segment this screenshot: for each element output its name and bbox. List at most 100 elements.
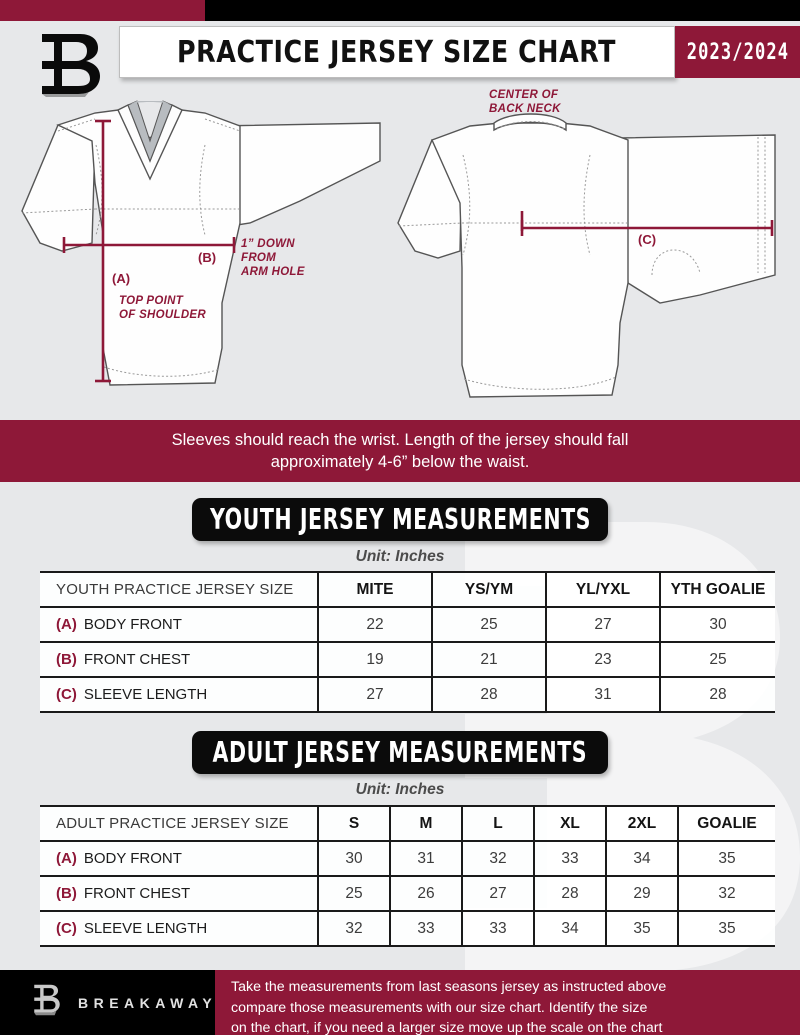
- youth-row-0-text: BODY FRONT: [83, 616, 182, 633]
- label-a-tag: (A): [112, 271, 130, 286]
- adult-row-0-cell-1: 31: [389, 840, 462, 877]
- youth-row-2-cell-0: 27: [317, 676, 432, 713]
- season-plate: 2023/2024: [675, 26, 800, 78]
- label-b-note-3: ARM HOLE: [240, 266, 305, 278]
- back-jersey-drawing: (C) CENTER OF BACK NECK: [397, 89, 776, 398]
- page-header: PRACTICE JERSEY SIZE CHART 2023/2024: [0, 21, 800, 97]
- adult-row-0-text: BODY FRONT: [83, 850, 182, 867]
- footer-brand-name: BREAKAWAY: [78, 994, 218, 1011]
- adult-row-1-label: (B) FRONT CHEST: [40, 875, 318, 912]
- youth-row-2-label: (C) SLEEVE LENGTH: [40, 676, 318, 713]
- footer-line-2: compare those measurements with our size…: [231, 999, 648, 1016]
- youth-row-1-label: (B) FRONT CHEST: [40, 641, 318, 678]
- adult-row-2-text: SLEEVE LENGTH: [83, 920, 208, 937]
- adult-row-0-cell-4: 34: [605, 840, 678, 877]
- top-strip-maroon: [0, 0, 205, 21]
- youth-row-label-header: YOUTH PRACTICE JERSEY SIZE: [40, 571, 318, 608]
- youth-row-0-label: (A) BODY FRONT: [40, 606, 318, 643]
- page-footer: BREAKAWAY Take the measurements from las…: [0, 970, 800, 1035]
- youth-row-2-text: SLEEVE LENGTH: [83, 686, 208, 703]
- adult-row-0-cell-0: 30: [317, 840, 390, 877]
- jersey-illustration: .body { fill:#fefefe; stroke:#555; strok…: [0, 83, 800, 418]
- adult-row-label-header: ADULT PRACTICE JERSEY SIZE: [40, 805, 318, 842]
- season-label: 2023/2024: [686, 39, 789, 65]
- adult-section-banner: ADULT JERSEY MEASUREMENTS: [192, 731, 608, 774]
- youth-row-0-cell-0: 22: [317, 606, 432, 643]
- back-neck-note-1: CENTER OF: [489, 89, 559, 101]
- footer-line-3: on the chart, if you need a larger size …: [231, 1020, 663, 1035]
- adult-col-header-4: 2XL: [605, 805, 678, 842]
- adult-row-0-cell-2: 32: [461, 840, 534, 877]
- youth-row-0-cell-1: 25: [431, 606, 546, 643]
- adult-row-2-cell-3: 34: [533, 910, 606, 947]
- table-row: (B) FRONT CHEST 25 26 27 28 29 32: [40, 875, 775, 912]
- adult-row-1-cell-1: 26: [389, 875, 462, 912]
- youth-row-1-cell-1: 21: [431, 641, 546, 678]
- adult-size-table: ADULT PRACTICE JERSEY SIZE S M L XL 2XL …: [40, 805, 775, 947]
- youth-size-table: YOUTH PRACTICE JERSEY SIZE MITE YS/YM YL…: [40, 571, 775, 713]
- youth-banner-label: YOUTH JERSEY MEASUREMENTS: [209, 503, 591, 536]
- adult-row-1-cell-3: 28: [533, 875, 606, 912]
- fit-note-line-1: Sleeves should reach the wrist. Length o…: [171, 430, 629, 449]
- label-a-note-2: OF SHOULDER: [119, 309, 206, 321]
- label-b-tag: (B): [198, 250, 216, 265]
- adult-row-0-cell-5: 35: [677, 840, 775, 877]
- adult-row-2-cell-4: 35: [605, 910, 678, 947]
- fit-note-line-2: approximately 4-6” below the waist.: [270, 453, 530, 471]
- adult-col-header-1: M: [389, 805, 462, 842]
- title-plate: PRACTICE JERSEY SIZE CHART: [119, 26, 675, 78]
- youth-row-2-cell-3: 28: [659, 676, 775, 713]
- youth-table-wrap: YOUTH PRACTICE JERSEY SIZE MITE YS/YM YL…: [40, 571, 775, 713]
- adult-col-header-0: S: [317, 805, 390, 842]
- label-b-note-2: FROM: [241, 252, 276, 264]
- label-c-tag: (C): [638, 232, 656, 247]
- adult-row-2-tag: (C): [56, 920, 77, 937]
- adult-col-header-2: L: [461, 805, 534, 842]
- top-strip-black: [205, 0, 800, 21]
- adult-row-1-text: FRONT CHEST: [83, 885, 191, 902]
- youth-row-1-cell-0: 19: [317, 641, 432, 678]
- back-neck-note-2: BACK NECK: [489, 103, 561, 115]
- footer-brand-block: BREAKAWAY: [0, 970, 215, 1035]
- table-row: (A) BODY FRONT 30 31 32 33 34 35: [40, 840, 775, 877]
- youth-section-banner: YOUTH JERSEY MEASUREMENTS: [192, 498, 608, 541]
- adult-row-1-cell-0: 25: [317, 875, 390, 912]
- adult-row-1-cell-4: 29: [605, 875, 678, 912]
- adult-row-0-cell-3: 33: [533, 840, 606, 877]
- adult-banner-label: ADULT JERSEY MEASUREMENTS: [212, 736, 588, 769]
- adult-table-header-row: ADULT PRACTICE JERSEY SIZE S M L XL 2XL …: [40, 805, 775, 842]
- adult-table-wrap: ADULT PRACTICE JERSEY SIZE S M L XL 2XL …: [40, 805, 775, 947]
- youth-row-1-cell-2: 23: [545, 641, 660, 678]
- fit-note-band: Sleeves should reach the wrist. Length o…: [0, 420, 800, 482]
- adult-row-2-label: (C) SLEEVE LENGTH: [40, 910, 318, 947]
- adult-row-2-cell-2: 33: [461, 910, 534, 947]
- adult-row-0-label: (A) BODY FRONT: [40, 840, 318, 877]
- table-row: (A) BODY FRONT 22 25 27 30: [40, 606, 775, 643]
- adult-unit-label: Unit: Inches: [355, 781, 445, 798]
- youth-table-header-row: YOUTH PRACTICE JERSEY SIZE MITE YS/YM YL…: [40, 571, 775, 608]
- table-row: (C) SLEEVE LENGTH 27 28 31 28: [40, 676, 775, 713]
- adult-row-1-tag: (B): [56, 885, 77, 902]
- youth-row-1-tag: (B): [56, 651, 77, 668]
- page-title: PRACTICE JERSEY SIZE CHART: [177, 34, 617, 70]
- adult-col-header-5: GOALIE: [677, 805, 775, 842]
- youth-row-2-cell-2: 31: [545, 676, 660, 713]
- youth-col-header-3: YTH GOALIE: [659, 571, 775, 608]
- youth-row-1-cell-3: 25: [659, 641, 775, 678]
- adult-row-2-cell-5: 35: [677, 910, 775, 947]
- youth-row-0-cell-3: 30: [659, 606, 775, 643]
- footer-breakaway-b-logo-icon: [30, 981, 64, 1024]
- adult-row-1-cell-2: 27: [461, 875, 534, 912]
- youth-row-2-tag: (C): [56, 686, 77, 703]
- table-row: (B) FRONT CHEST 19 21 23 25: [40, 641, 775, 678]
- youth-unit-label: Unit: Inches: [355, 548, 445, 565]
- footer-line-1: Take the measurements from last seasons …: [231, 979, 667, 995]
- breakaway-b-logo-icon: [28, 25, 114, 105]
- front-jersey-drawing: (B) (A) TOP POINT OF SHOULDER 1” DOWN FR…: [21, 100, 381, 386]
- label-b-note-1: 1” DOWN: [241, 238, 295, 250]
- label-a-note-1: TOP POINT: [119, 295, 184, 307]
- youth-row-1-text: FRONT CHEST: [83, 651, 191, 668]
- adult-col-header-3: XL: [533, 805, 606, 842]
- youth-col-header-0: MITE: [317, 571, 432, 608]
